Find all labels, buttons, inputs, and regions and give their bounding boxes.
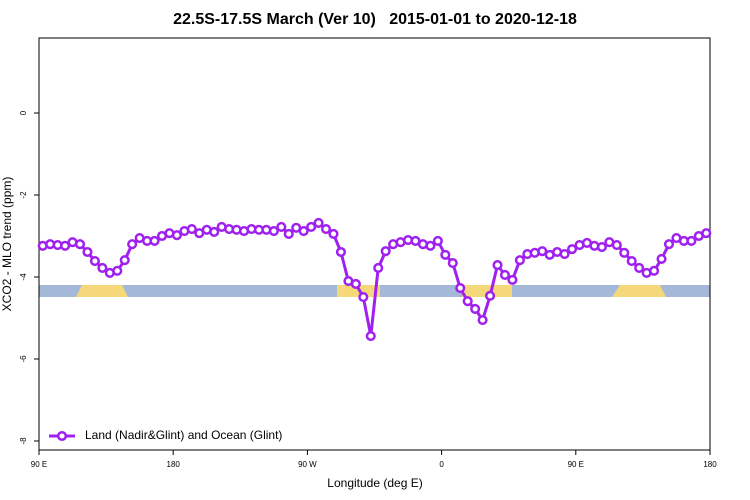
data-point — [171, 230, 182, 241]
data-point — [455, 283, 466, 294]
data-point — [663, 239, 675, 250]
data-point — [276, 221, 287, 233]
data-point — [626, 255, 637, 267]
data-point — [596, 242, 607, 253]
data-point — [97, 262, 108, 274]
y-tick-label: 0 — [19, 110, 28, 115]
data-point — [432, 235, 443, 246]
x-tick-label: 90 E — [31, 460, 47, 469]
data-point — [186, 223, 197, 235]
data-point — [634, 262, 645, 274]
y-tick-label: -2 — [19, 191, 28, 199]
legend-marker — [56, 430, 68, 442]
data-point — [619, 247, 630, 258]
data-point — [499, 269, 511, 281]
legend-label: Land (Nadir&Glint) and Ocean (Glint) — [85, 428, 282, 442]
data-point — [373, 262, 384, 274]
data-point — [320, 223, 332, 235]
data-point — [380, 246, 391, 257]
data-point — [447, 258, 458, 269]
x-tick-label: 90 W — [298, 460, 317, 469]
data-point — [365, 330, 376, 342]
data-point — [514, 255, 525, 266]
data-point — [701, 228, 712, 239]
data-point — [656, 253, 667, 265]
data-point — [298, 226, 309, 237]
y-tick-label: -8 — [19, 437, 28, 445]
data-point — [462, 296, 473, 307]
data-point — [567, 244, 578, 255]
data-point — [119, 255, 130, 266]
x-tick-label: 90 E — [568, 460, 584, 469]
x-tick-label: 180 — [703, 460, 717, 469]
data-point — [74, 239, 86, 250]
data-point — [492, 260, 503, 271]
data-point — [209, 226, 220, 237]
data-point — [358, 292, 369, 303]
data-point — [485, 290, 496, 301]
data-point — [60, 240, 71, 251]
y-tick-label: -6 — [19, 355, 28, 363]
data-point — [89, 255, 100, 267]
data-point — [82, 246, 93, 258]
data-point — [470, 303, 481, 315]
x-tick-label: 0 — [439, 460, 444, 469]
data-point — [537, 246, 548, 257]
data-point — [477, 314, 488, 326]
y-tick-label: -4 — [19, 273, 28, 281]
data-point — [112, 265, 123, 276]
data-point — [507, 274, 518, 285]
x-axis-label: Longitude (deg E) — [327, 476, 422, 490]
data-point — [283, 228, 294, 240]
data-point — [350, 278, 361, 290]
data-point — [328, 228, 339, 240]
data-point — [440, 249, 451, 260]
data-point — [686, 235, 697, 246]
data-point — [559, 248, 570, 260]
land-patch — [612, 285, 666, 297]
x-tick-label: 180 — [167, 460, 181, 469]
data-point — [335, 246, 347, 258]
data-point — [611, 239, 622, 251]
data-point — [268, 226, 279, 237]
land-patch — [76, 285, 128, 297]
land-patch — [462, 285, 512, 297]
data-point — [149, 235, 160, 246]
data-point — [306, 221, 317, 233]
data-point — [313, 217, 324, 228]
data-point — [649, 265, 660, 276]
y-axis-label: XCO2 - MLO trend (ppm) — [0, 177, 14, 312]
chart-title: 22.5S-17.5S March (Ver 10) 2015-01-01 to… — [173, 11, 577, 28]
data-point — [127, 239, 138, 250]
data-point — [425, 240, 436, 251]
